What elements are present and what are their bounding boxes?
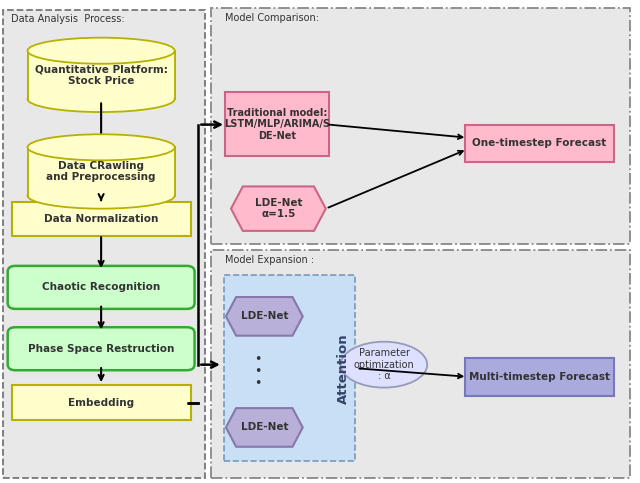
FancyBboxPatch shape (3, 10, 205, 478)
Text: One-timestep Forecast: One-timestep Forecast (472, 139, 606, 148)
Ellipse shape (28, 134, 175, 160)
Text: Attention: Attention (337, 333, 350, 404)
FancyBboxPatch shape (465, 125, 614, 162)
Polygon shape (226, 408, 303, 447)
Text: Chaotic Recognition: Chaotic Recognition (42, 283, 160, 292)
Text: •: • (254, 354, 262, 366)
FancyBboxPatch shape (28, 148, 175, 195)
FancyBboxPatch shape (28, 51, 175, 99)
Ellipse shape (28, 183, 175, 209)
Text: Data Normalization: Data Normalization (44, 214, 158, 224)
Text: Model Expansion :: Model Expansion : (225, 255, 314, 265)
Ellipse shape (28, 86, 175, 112)
FancyBboxPatch shape (8, 327, 195, 370)
Text: Model Comparison:: Model Comparison: (225, 13, 319, 23)
Polygon shape (226, 297, 303, 336)
FancyBboxPatch shape (211, 8, 630, 244)
Text: LDE-Net
α=1.5: LDE-Net α=1.5 (255, 198, 302, 219)
FancyBboxPatch shape (225, 92, 329, 156)
Text: Parameter
optimization
: α: Parameter optimization : α (354, 348, 414, 381)
Text: Multi-timestep Forecast: Multi-timestep Forecast (468, 372, 610, 382)
FancyBboxPatch shape (224, 275, 355, 461)
Text: Phase Space Restruction: Phase Space Restruction (28, 344, 174, 354)
Ellipse shape (28, 38, 175, 64)
Text: LDE-Net: LDE-Net (241, 423, 288, 432)
Ellipse shape (340, 342, 428, 387)
Text: Embedding: Embedding (68, 398, 134, 408)
FancyBboxPatch shape (12, 385, 191, 420)
Text: Data CRawling
and Preprocessing: Data CRawling and Preprocessing (46, 161, 156, 182)
Text: Data Analysis  Process:: Data Analysis Process: (11, 14, 125, 25)
Text: Quantitative Platform:
Stock Price: Quantitative Platform: Stock Price (35, 64, 168, 85)
FancyBboxPatch shape (12, 202, 191, 236)
FancyBboxPatch shape (211, 250, 630, 478)
Text: •: • (254, 378, 262, 390)
Text: Traditional model:
LSTM/MLP/ARIMA/S
DE-Net: Traditional model: LSTM/MLP/ARIMA/S DE-N… (224, 108, 330, 141)
FancyBboxPatch shape (8, 266, 195, 309)
Text: LDE-Net: LDE-Net (241, 312, 288, 321)
FancyBboxPatch shape (28, 52, 175, 98)
FancyBboxPatch shape (465, 358, 614, 396)
Polygon shape (231, 186, 326, 231)
Text: •: • (254, 366, 262, 378)
FancyBboxPatch shape (28, 147, 175, 196)
